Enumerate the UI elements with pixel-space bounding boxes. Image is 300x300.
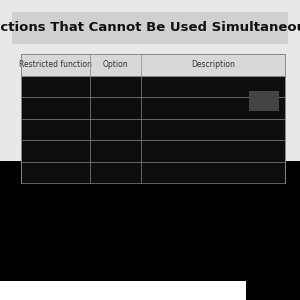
Bar	[21, 161, 285, 183]
Bar	[21, 97, 285, 118]
Bar	[21, 54, 285, 183]
Bar	[0, 280, 246, 300]
Text: Functions That Cannot Be Used Simultaneously: Functions That Cannot Be Used Simultaneo…	[0, 21, 300, 34]
Bar	[21, 54, 285, 76]
Text: Restricted function: Restricted function	[19, 60, 92, 69]
Text: Description: Description	[191, 60, 235, 69]
Bar	[21, 118, 285, 140]
Bar	[21, 140, 285, 161]
Text: Option: Option	[103, 60, 128, 69]
Bar	[21, 76, 285, 97]
Bar	[0, 0, 300, 160]
Bar	[249, 92, 279, 111]
Bar	[12, 12, 288, 43]
